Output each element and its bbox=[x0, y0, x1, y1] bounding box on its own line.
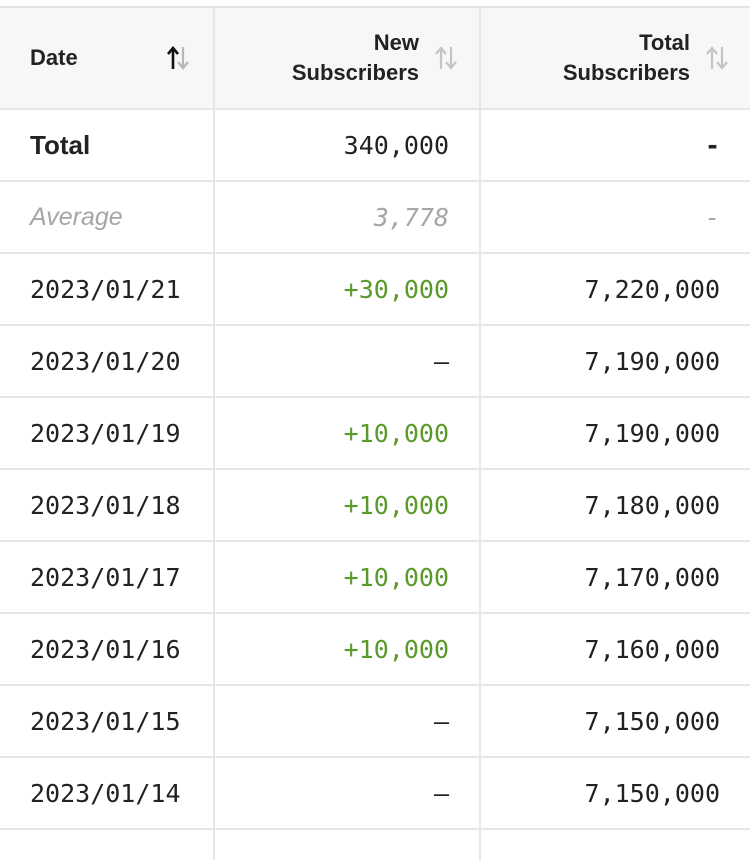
total-row: Total 340,000 - bbox=[0, 110, 750, 182]
table-row: 2023/01/15– 7,150,000 bbox=[0, 686, 750, 758]
partial-total-cell bbox=[481, 830, 750, 860]
total-subscribers-cell: 7,180,000 bbox=[584, 490, 720, 520]
new-subscribers-cell: – bbox=[215, 758, 481, 828]
table-row-partial bbox=[0, 830, 750, 860]
average-new-subscribers: 3,778 bbox=[215, 182, 481, 252]
date-cell: 2023/01/20 bbox=[0, 326, 215, 396]
total-subscribers-cell: 7,150,000 bbox=[584, 706, 720, 736]
new-subscribers-header-label: New Subscribers bbox=[292, 28, 419, 88]
date-cell: 2023/01/17 bbox=[0, 542, 215, 612]
date-cell: 2023/01/16 bbox=[0, 614, 215, 684]
data-rows: 2023/01/21 +30,000 7,220,000 2023/01/20–7,1… bbox=[0, 254, 750, 830]
table-header: Date New Subscribers Total bbox=[0, 8, 750, 110]
table-row: 2023/01/16 +10,000 7,160,000 bbox=[0, 614, 750, 686]
new-subscribers-cell: – bbox=[215, 686, 481, 756]
new-subscribers-column-header[interactable]: New Subscribers bbox=[215, 8, 481, 108]
average-total-subscribers: - bbox=[704, 202, 720, 232]
partial-date-cell bbox=[0, 830, 215, 860]
average-label: Average bbox=[0, 182, 215, 252]
date-cell: 2023/01/15 bbox=[0, 686, 215, 756]
total-subscribers-column-header[interactable]: Total Subscribers bbox=[481, 8, 750, 108]
total-subscribers-cell: 7,150,000 bbox=[584, 778, 720, 808]
new-subscribers-cell: +10,000 bbox=[215, 398, 481, 468]
new-subscribers-cell: +10,000 bbox=[215, 614, 481, 684]
date-cell: 2023/01/19 bbox=[0, 398, 215, 468]
total-subscribers-header-label: Total Subscribers bbox=[563, 28, 690, 88]
subscribers-table: Date New Subscribers Total bbox=[0, 6, 750, 860]
total-subscribers-cell: 7,160,000 bbox=[584, 634, 720, 664]
total-subscribers-cell: 7,190,000 bbox=[584, 418, 720, 448]
date-header-label: Date bbox=[30, 45, 78, 70]
table-row: 2023/01/20– 7,190,000 bbox=[0, 326, 750, 398]
sort-ascending-active-icon[interactable] bbox=[165, 44, 191, 72]
total-new-subscribers: 340,000 bbox=[215, 110, 481, 180]
average-row: Average 3,778 - bbox=[0, 182, 750, 254]
partial-new-cell bbox=[215, 830, 481, 860]
table-row: 2023/01/18 +10,000 7,180,000 bbox=[0, 470, 750, 542]
new-subscribers-cell: +10,000 bbox=[215, 542, 481, 612]
sort-icon[interactable] bbox=[433, 44, 459, 72]
total-subscribers-cell: 7,190,000 bbox=[584, 346, 720, 376]
total-subscribers-cell: 7,220,000 bbox=[584, 274, 720, 304]
table-row: 2023/01/14– 7,150,000 bbox=[0, 758, 750, 830]
new-header-line2: Subscribers bbox=[291, 60, 419, 85]
total-label: Total bbox=[0, 110, 215, 180]
date-column-header[interactable]: Date bbox=[0, 8, 215, 108]
table-row: 2023/01/19 +10,000 7,190,000 bbox=[0, 398, 750, 470]
total-header-line2: Subscribers bbox=[562, 60, 690, 85]
total-subscribers-cell: 7,170,000 bbox=[584, 562, 720, 592]
sort-icon[interactable] bbox=[704, 44, 730, 72]
date-cell: 2023/01/18 bbox=[0, 470, 215, 540]
date-cell: 2023/01/21 bbox=[0, 254, 215, 324]
new-subscribers-cell: – bbox=[215, 326, 481, 396]
new-subscribers-cell: +10,000 bbox=[215, 470, 481, 540]
total-total-subscribers: - bbox=[704, 130, 720, 160]
total-header-line1: Total bbox=[639, 30, 690, 55]
table-row: 2023/01/21 +30,000 7,220,000 bbox=[0, 254, 750, 326]
new-header-line1: New bbox=[373, 30, 419, 55]
date-cell: 2023/01/14 bbox=[0, 758, 215, 828]
table-row: 2023/01/17 +10,000 7,170,000 bbox=[0, 542, 750, 614]
new-subscribers-cell: +30,000 bbox=[215, 254, 481, 324]
